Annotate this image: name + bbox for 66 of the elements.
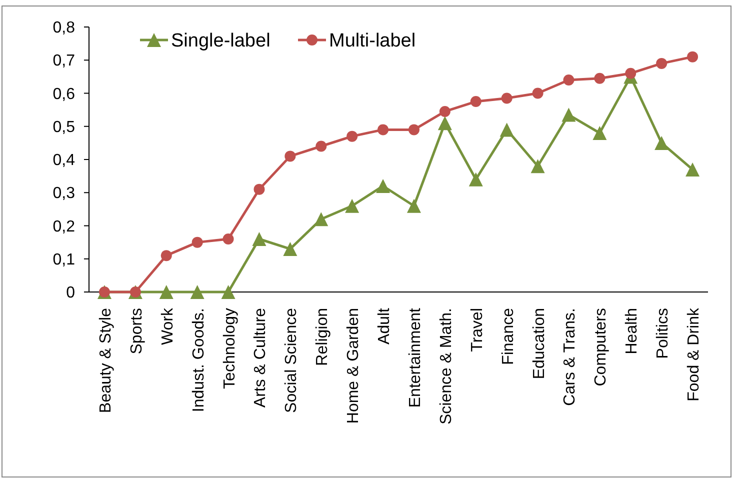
point [532, 88, 544, 99]
point [159, 285, 174, 299]
point [254, 184, 265, 195]
x-tick-label: Adult [376, 307, 394, 344]
point [316, 140, 327, 152]
x-tick-label: Entertainment [406, 307, 424, 408]
point [592, 126, 607, 140]
point [500, 122, 514, 137]
point [252, 232, 266, 246]
point [439, 106, 450, 117]
point [625, 68, 636, 79]
y-tick-label: 0,4 [52, 152, 76, 170]
x-tick-label: Finance [500, 308, 517, 365]
x-tick-label: Arts & Culture [252, 308, 270, 408]
point [190, 285, 204, 299]
point [346, 130, 358, 142]
x-tick-label: Cars & Trans. [562, 308, 579, 406]
point [408, 124, 420, 136]
x-tick-label: Sports [128, 308, 146, 354]
legend-label: Single-label [171, 30, 270, 52]
y-tick-label: 0,1 [52, 251, 76, 268]
point [406, 198, 421, 213]
y-tick-label: 0,7 [52, 52, 76, 70]
point [687, 51, 698, 62]
x-tick-label: Religion [314, 308, 332, 366]
x-tick-label: Computers [592, 308, 610, 386]
point [222, 234, 234, 244]
x-tick-label: Politics [654, 308, 672, 359]
point [468, 172, 483, 186]
point [501, 92, 512, 104]
x-tick-label: Indust. Goods. [190, 308, 208, 412]
x-tick-label: Food & Drink [686, 307, 703, 402]
point [470, 96, 482, 108]
point [686, 162, 700, 176]
point [160, 250, 172, 262]
point [563, 74, 574, 86]
y-tick-label: 0,2 [52, 218, 76, 236]
x-tick-label: Home & Garden [345, 308, 362, 424]
point [378, 124, 389, 136]
point [192, 236, 203, 248]
x-tick-label: Social Science [283, 308, 300, 413]
point [530, 159, 545, 174]
point [221, 285, 236, 299]
point [345, 198, 360, 213]
y-tick-label: 0 [66, 284, 76, 302]
point [283, 242, 298, 256]
y-tick-label: 0,8 [52, 20, 76, 37]
x-tick-label: Health [624, 308, 641, 354]
point [314, 212, 328, 226]
legend-label: Multi-label [329, 30, 416, 52]
point [438, 116, 452, 130]
x-tick-label: Science & Math. [438, 308, 455, 424]
y-tick-label: 0,6 [52, 86, 76, 103]
x-tick-label: Travel [468, 308, 486, 352]
point [284, 150, 296, 162]
point [562, 108, 576, 122]
y-tick-label: 0,5 [52, 118, 76, 136]
x-tick-label: Work [159, 307, 176, 346]
point [376, 179, 390, 193]
y-tick-label: 0,3 [52, 185, 76, 202]
point [654, 136, 669, 150]
x-tick-label: Education [530, 308, 548, 380]
x-tick-label: Technology [221, 308, 238, 389]
x-tick-label: Beauty & Style [97, 308, 114, 413]
point [656, 58, 668, 69]
point [594, 72, 606, 84]
